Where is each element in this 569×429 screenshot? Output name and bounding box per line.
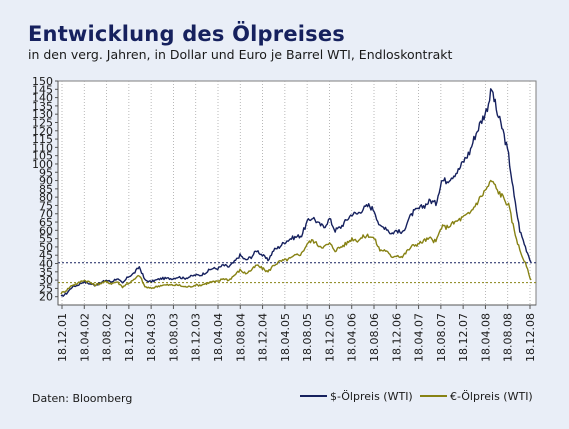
- x-tick-label: 18.08.08: [502, 313, 515, 362]
- y-tick-label: 85: [39, 183, 53, 196]
- y-tick-label: 145: [32, 83, 53, 96]
- y-tick-label: 45: [39, 249, 53, 262]
- legend-label-usd: $-Ölpreis (WTI): [330, 390, 413, 403]
- y-tick-label: 115: [32, 133, 53, 146]
- y-tick-label: 50: [39, 241, 53, 254]
- series-group: [60, 88, 532, 297]
- y-tick-label: 30: [39, 274, 53, 287]
- y-tick-label: 125: [32, 116, 53, 129]
- series-line-usd: [60, 88, 532, 297]
- y-tick-label: 105: [32, 150, 53, 163]
- chart-subtitle: in den verg. Jahren, in Dollar und Euro …: [28, 47, 453, 62]
- x-tick-label: 18.12.04: [257, 313, 270, 362]
- x-tick-label: 18.12.08: [524, 313, 537, 362]
- x-tick-label: 18.08.03: [167, 313, 180, 362]
- x-tick-label: 18.12.07: [457, 313, 470, 362]
- y-tick-label: 75: [39, 199, 53, 212]
- data-source: Daten: Bloomberg: [32, 392, 133, 405]
- x-tick-label: 18.04.03: [145, 313, 158, 362]
- y-tick-label: 70: [39, 208, 53, 221]
- y-tick-label: 90: [39, 175, 53, 188]
- series-line-eur: [60, 179, 532, 295]
- x-tick-label: 18.04.08: [479, 313, 492, 362]
- legend-label-eur: €-Ölpreis (WTI): [450, 390, 533, 403]
- y-tick-label: 55: [39, 233, 53, 246]
- y-tick-label: 95: [39, 166, 53, 179]
- y-tick-label: 25: [39, 282, 53, 295]
- x-tick-label: 18.12.06: [390, 313, 403, 362]
- y-tick-label: 120: [32, 125, 53, 138]
- y-tick-label: 40: [39, 258, 53, 271]
- y-tick-label: 135: [32, 100, 53, 113]
- y-tick-label: 110: [32, 141, 53, 154]
- x-tick-label: 18.12.02: [123, 313, 136, 362]
- x-tick-label: 18.12.01: [56, 313, 69, 362]
- y-tick-label: 65: [39, 216, 53, 229]
- legend: $-Ölpreis (WTI) €-Ölpreis (WTI): [300, 390, 533, 403]
- x-tick-label: 18.08.06: [368, 313, 381, 362]
- y-tick-label: 80: [39, 191, 53, 204]
- x-axis: 18.12.01 18.04.02 18.08.02 18.12.02 18.04.03…: [56, 304, 537, 362]
- x-tick-label: 18.04.06: [346, 313, 359, 362]
- x-tick-label: 18.04.07: [413, 313, 426, 362]
- x-tick-label: 18.04.05: [279, 313, 292, 362]
- y-axis: 2025303540455055606570758085909510010511…: [32, 75, 59, 305]
- x-tick-label: 18.12.03: [190, 313, 203, 362]
- chart-title: Entwicklung des Ölpreises: [28, 22, 345, 46]
- x-tick-label: 18.08.07: [435, 313, 448, 362]
- x-tick-label: 18.12.05: [323, 313, 336, 362]
- y-tick-label: 100: [32, 158, 53, 171]
- x-tick-label: 18.04.02: [78, 313, 91, 362]
- plot-area: [57, 80, 537, 306]
- y-tick-label: 35: [39, 266, 53, 279]
- x-tick-label: 18.04.04: [212, 313, 225, 362]
- y-tick-label: 60: [39, 224, 53, 237]
- x-tick-label: 18.08.05: [301, 313, 314, 362]
- y-tick-label: 150: [32, 75, 53, 88]
- x-tick-label: 18.08.02: [101, 313, 114, 362]
- y-tick-label: 130: [32, 108, 53, 121]
- y-tick-label: 20: [39, 291, 53, 304]
- y-tick-label: 140: [32, 92, 53, 105]
- x-tick-label: 18.08.04: [234, 313, 247, 362]
